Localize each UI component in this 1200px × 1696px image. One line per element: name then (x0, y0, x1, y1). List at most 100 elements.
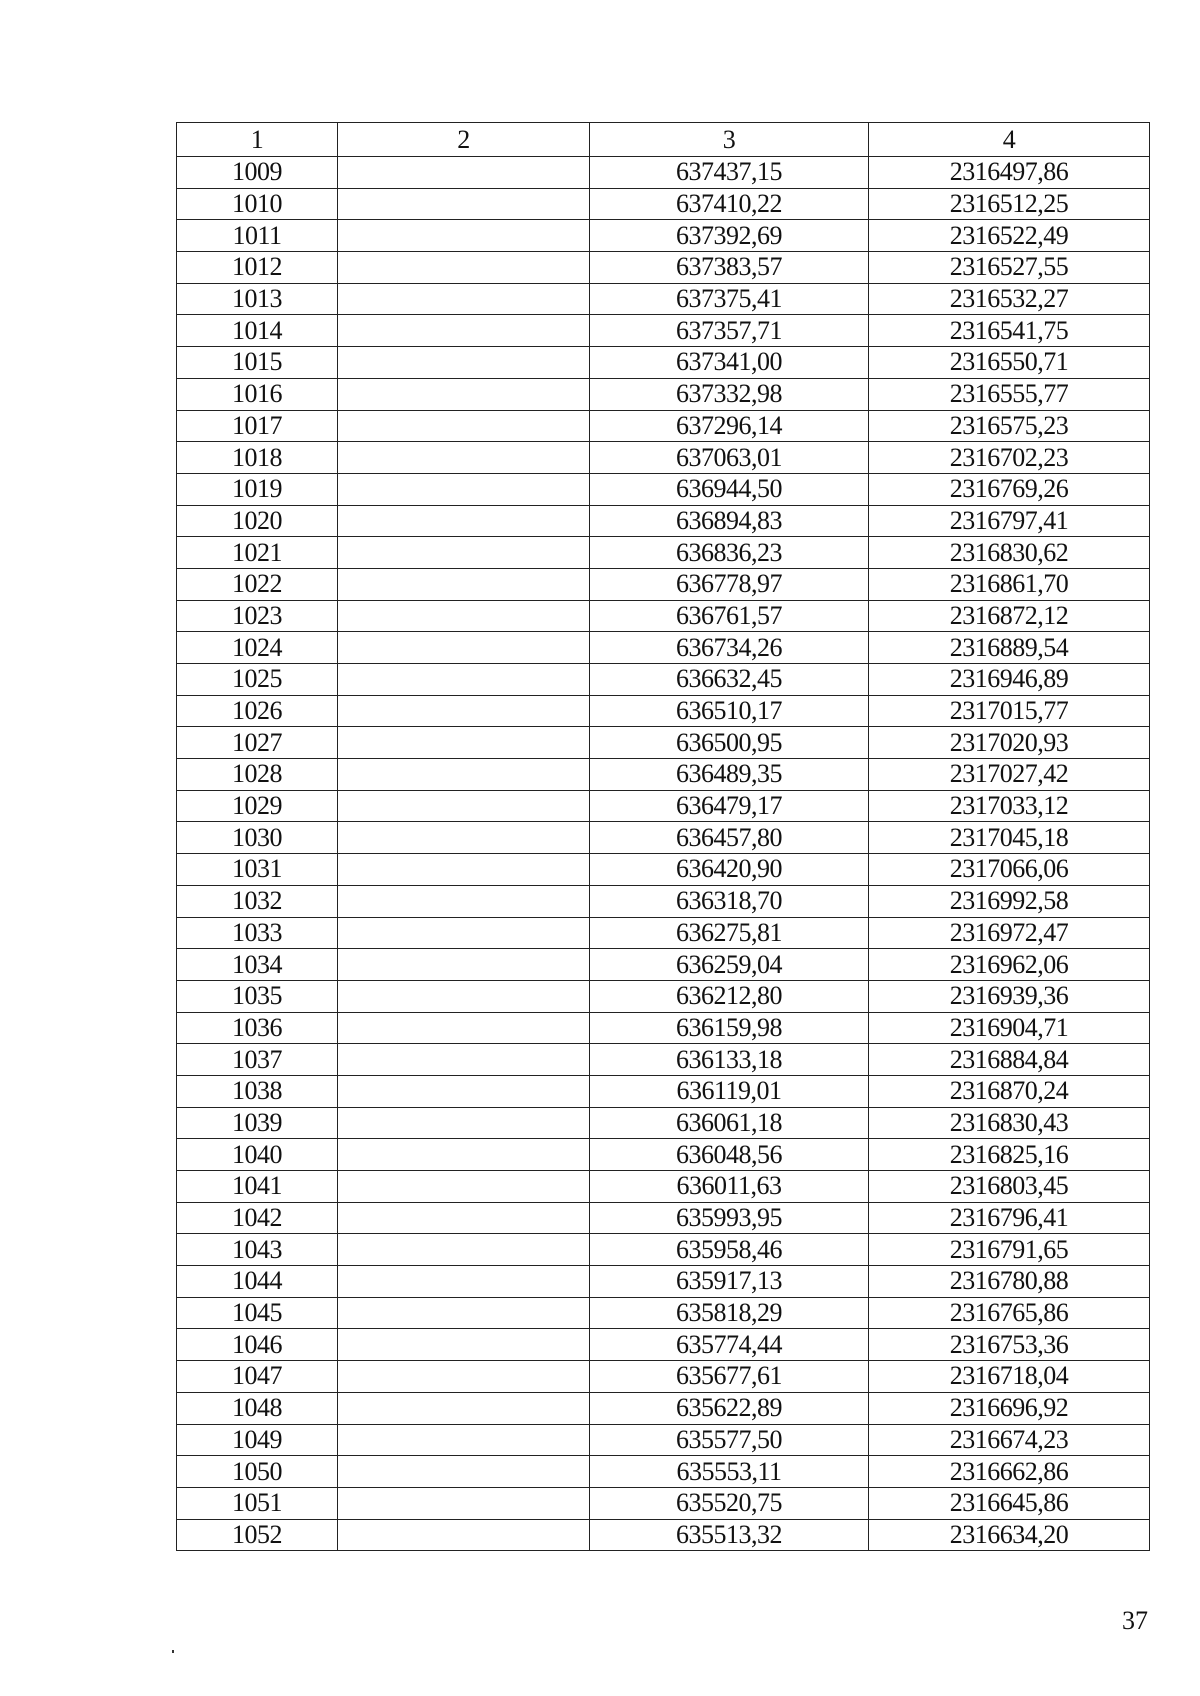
cell-coordinate-y: 2316889,54 (868, 631, 1150, 664)
cell-coordinate-x: 636259,04 (589, 948, 869, 981)
cell-coordinate-y: 2316662,86 (868, 1455, 1150, 1488)
table-row: 1021 636836,23 2316830,62 (176, 536, 1150, 569)
cell-point-number: 1040 (176, 1138, 338, 1171)
table-row: 1029 636479,17 2317033,12 (176, 789, 1150, 823)
cell-coordinate-y: 2316550,71 (868, 346, 1150, 379)
cell-coordinate-x: 636894,83 (589, 504, 869, 538)
table-row: 1050 635553,11 2316662,86 (176, 1455, 1150, 1488)
cell-coordinate-y: 2317066,06 (868, 853, 1150, 886)
table-row: 1026 636510,17 2317015,77 (176, 694, 1150, 728)
cell-column-2 (337, 979, 590, 1013)
coordinates-table: 1 2 3 4 1009 637437,15 2316497,86 1010 63741… (176, 122, 1150, 1552)
cell-point-number: 1029 (176, 789, 338, 823)
cell-point-number: 1030 (176, 821, 338, 855)
cell-coordinate-x: 635677,61 (589, 1360, 869, 1393)
cell-column-2 (337, 1138, 590, 1171)
cell-coordinate-y: 2317015,77 (868, 694, 1150, 728)
cell-coordinate-x: 636761,57 (589, 599, 869, 633)
cell-point-number: 1017 (176, 409, 338, 443)
cell-point-number: 1044 (176, 1265, 338, 1298)
cell-coordinate-x: 635622,89 (589, 1391, 869, 1425)
table-row: 1023 636761,57 2316872,12 (176, 599, 1150, 633)
cell-coordinate-x: 637392,69 (589, 219, 869, 253)
cell-point-number: 1012 (176, 251, 338, 284)
cell-point-number: 1047 (176, 1360, 338, 1393)
table-row: 1052 635513,32 2316634,20 (176, 1518, 1150, 1552)
cell-point-number: 1038 (176, 1074, 338, 1108)
cell-coordinate-x: 636133,18 (589, 1043, 869, 1076)
table-row: 1015 637341,00 2316550,71 (176, 346, 1150, 379)
cell-coordinate-x: 636500,95 (589, 726, 869, 760)
cell-coordinate-y: 2316555,77 (868, 377, 1150, 411)
cell-coordinate-y: 2316718,04 (868, 1360, 1150, 1393)
cell-coordinate-y: 2316527,55 (868, 251, 1150, 284)
cell-column-2 (337, 567, 590, 601)
table-row: 1022 636778,97 2316861,70 (176, 567, 1150, 601)
cell-column-2 (337, 282, 590, 316)
cell-coordinate-y: 2316939,36 (868, 979, 1150, 1013)
cell-point-number: 1028 (176, 758, 338, 791)
cell-column-2 (337, 1265, 590, 1298)
cell-coordinate-y: 2316830,43 (868, 1106, 1150, 1140)
cell-coordinate-x: 635818,29 (589, 1296, 869, 1330)
cell-point-number: 1026 (176, 694, 338, 728)
table-row: 1036 636159,98 2316904,71 (176, 1011, 1150, 1045)
table-row: 1035 636212,80 2316939,36 (176, 979, 1150, 1013)
cell-coordinate-y: 2316825,16 (868, 1138, 1150, 1171)
cell-coordinate-y: 2316769,26 (868, 472, 1150, 506)
table-row: 1024 636734,26 2316889,54 (176, 631, 1150, 664)
header-col-4: 4 (868, 122, 1150, 157)
cell-point-number: 1035 (176, 979, 338, 1013)
cell-coordinate-x: 635958,46 (589, 1233, 869, 1267)
cell-coordinate-x: 635577,50 (589, 1423, 869, 1457)
cell-point-number: 1051 (176, 1486, 338, 1520)
scan-speck (172, 1650, 174, 1653)
cell-coordinate-x: 637341,00 (589, 346, 869, 379)
cell-coordinate-x: 636011,63 (589, 1170, 869, 1203)
cell-coordinate-x: 636734,26 (589, 631, 869, 664)
cell-point-number: 1033 (176, 916, 338, 950)
table-row: 1012 637383,57 2316527,55 (176, 251, 1150, 284)
cell-coordinate-y: 2316861,70 (868, 567, 1150, 601)
cell-point-number: 1015 (176, 346, 338, 379)
cell-coordinate-x: 636510,17 (589, 694, 869, 728)
cell-point-number: 1021 (176, 536, 338, 569)
table-row: 1017 637296,14 2316575,23 (176, 409, 1150, 443)
table-row: 1028 636489,35 2317027,42 (176, 758, 1150, 791)
header-col-1: 1 (176, 122, 338, 157)
cell-column-2 (337, 1011, 590, 1045)
table-row: 1048 635622,89 2316696,92 (176, 1391, 1150, 1425)
cell-column-2 (337, 314, 590, 348)
table-row: 1047 635677,61 2316718,04 (176, 1360, 1150, 1393)
cell-column-2 (337, 409, 590, 443)
cell-column-2 (337, 1518, 590, 1552)
cell-point-number: 1020 (176, 504, 338, 538)
cell-coordinate-y: 2316753,36 (868, 1328, 1150, 1362)
cell-point-number: 1045 (176, 1296, 338, 1330)
table-row: 1013 637375,41 2316532,27 (176, 282, 1150, 316)
cell-point-number: 1048 (176, 1391, 338, 1425)
header-col-2: 2 (337, 122, 590, 157)
cell-coordinate-x: 636479,17 (589, 789, 869, 823)
cell-column-2 (337, 726, 590, 760)
cell-coordinate-y: 2316532,27 (868, 282, 1150, 316)
table-row: 1030 636457,80 2317045,18 (176, 821, 1150, 855)
cell-point-number: 1032 (176, 884, 338, 918)
cell-point-number: 1019 (176, 472, 338, 506)
cell-column-2 (337, 187, 590, 221)
cell-point-number: 1049 (176, 1423, 338, 1457)
cell-coordinate-x: 637383,57 (589, 251, 869, 284)
cell-coordinate-y: 2316702,23 (868, 441, 1150, 474)
table-row: 1044 635917,13 2316780,88 (176, 1265, 1150, 1298)
header-row: 1 2 3 4 (176, 122, 1150, 157)
cell-column-2 (337, 472, 590, 506)
table-row: 1027 636500,95 2317020,93 (176, 726, 1150, 760)
cell-coordinate-y: 2316497,86 (868, 156, 1150, 189)
cell-coordinate-y: 2316765,86 (868, 1296, 1150, 1330)
cell-coordinate-y: 2316884,84 (868, 1043, 1150, 1076)
cell-column-2 (337, 758, 590, 791)
cell-coordinate-x: 637296,14 (589, 409, 869, 443)
cell-coordinate-x: 636275,81 (589, 916, 869, 950)
cell-coordinate-y: 2316575,23 (868, 409, 1150, 443)
cell-column-2 (337, 1328, 590, 1362)
